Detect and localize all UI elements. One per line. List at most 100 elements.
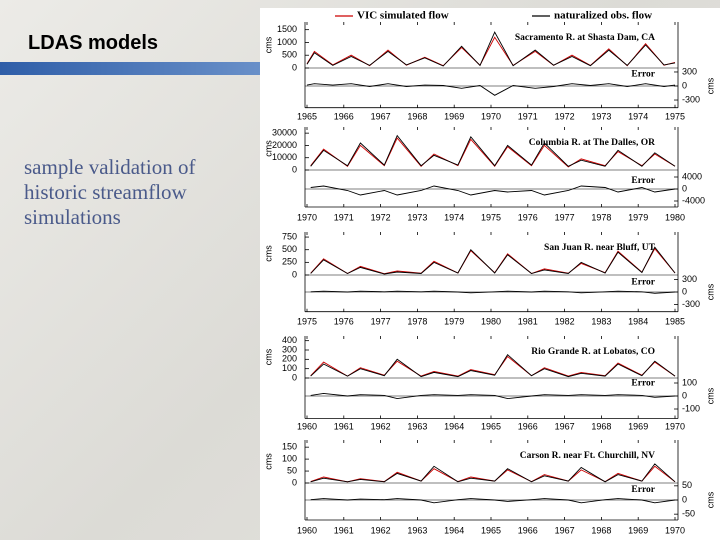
x-tick-label: 1970 (297, 212, 317, 222)
x-tick-label: 1965 (297, 111, 317, 121)
y-tick-label: 1500 (277, 24, 297, 34)
legend-label: naturalized obs. flow (554, 10, 652, 22)
flow-line (310, 463, 676, 483)
y-tick-label: 20000 (272, 140, 297, 150)
error-line (310, 185, 676, 196)
panel-title: Rio Grande R. at Lobatos, CO (531, 347, 655, 357)
x-tick-label: 1969 (628, 421, 648, 431)
x-tick-label: 1977 (371, 316, 391, 326)
y-tick-label: 200 (282, 354, 297, 364)
error-line (310, 290, 676, 294)
panel-title: Columbia R. at The Dalles, OR (529, 138, 655, 148)
y-tick-label: 30000 (272, 128, 297, 138)
x-tick-label: 1961 (334, 525, 354, 535)
y2-tick-label: 0 (682, 390, 687, 400)
legend-label: VIC simulated flow (357, 10, 449, 22)
y-tick-label: 100 (282, 363, 297, 373)
y-tick-label: 150 (282, 442, 297, 452)
y-tick-label: 0 (292, 372, 297, 382)
x-tick-label: 1968 (407, 111, 427, 121)
x-tick-label: 1976 (334, 316, 354, 326)
x-tick-label: 1970 (481, 111, 501, 121)
y-tick-label: 0 (292, 164, 297, 174)
y-tick-label: 100 (282, 453, 297, 463)
x-tick-label: 1962 (371, 525, 391, 535)
x-tick-label: 1975 (665, 111, 685, 121)
error-label: Error (631, 277, 655, 287)
x-tick-label: 1973 (591, 111, 611, 121)
figure-background (260, 8, 720, 540)
x-tick-label: 1970 (665, 525, 685, 535)
flow-line (310, 246, 676, 275)
x-tick-label: 1967 (555, 525, 575, 535)
x-tick-label: 1967 (371, 111, 391, 121)
y2-tick-label: -100 (682, 403, 700, 413)
error-label: Error (631, 176, 655, 186)
y-tick-label: 1000 (277, 37, 297, 47)
flow-line (310, 354, 676, 378)
x-tick-label: 1979 (628, 212, 648, 222)
x-tick-label: 1973 (407, 212, 427, 222)
x-tick-label: 1974 (628, 111, 648, 121)
x-tick-label: 1978 (591, 212, 611, 222)
panel-title: Sacramento R. at Shasta Dam, CA (515, 33, 655, 43)
y2-tick-label: -50 (682, 509, 695, 519)
y2-axis-label: cms (705, 283, 715, 300)
x-tick-label: 1963 (407, 525, 427, 535)
y-tick-label: 500 (282, 244, 297, 254)
error-line (310, 498, 676, 504)
flow-line (306, 31, 676, 67)
y-tick-label: 0 (292, 269, 297, 279)
x-tick-label: 1972 (371, 212, 391, 222)
x-tick-label: 1974 (444, 212, 464, 222)
x-tick-label: 1984 (628, 316, 648, 326)
y2-tick-label: -300 (682, 94, 700, 104)
y-axis-label: cms (263, 36, 273, 53)
x-tick-label: 1977 (555, 212, 575, 222)
y2-tick-label: 4000 (682, 171, 702, 181)
y2-tick-label: 0 (682, 494, 687, 504)
y-tick-label: 0 (292, 62, 297, 72)
y-tick-label: 750 (282, 231, 297, 241)
error-label: Error (631, 69, 655, 79)
y-tick-label: 10000 (272, 152, 297, 162)
x-tick-label: 1969 (444, 111, 464, 121)
x-tick-label: 1965 (481, 421, 501, 431)
x-tick-label: 1980 (665, 212, 685, 222)
x-tick-label: 1976 (518, 212, 538, 222)
x-tick-label: 1967 (555, 421, 575, 431)
x-tick-label: 1968 (591, 525, 611, 535)
panel-title: Carson R. near Ft. Churchill, NV (520, 451, 655, 461)
x-tick-label: 1964 (444, 421, 464, 431)
x-tick-label: 1985 (665, 316, 685, 326)
x-tick-label: 1960 (297, 421, 317, 431)
x-tick-label: 1978 (407, 316, 427, 326)
x-tick-label: 1965 (481, 525, 501, 535)
x-tick-label: 1963 (407, 421, 427, 431)
slide-text: sample validation of historic streamflow… (24, 155, 196, 229)
y-tick-label: 500 (282, 50, 297, 60)
y-tick-label: 300 (282, 344, 297, 354)
error-label: Error (631, 485, 655, 495)
x-tick-label: 1975 (481, 212, 501, 222)
x-tick-label: 1966 (334, 111, 354, 121)
y-tick-label: 50 (287, 465, 297, 475)
y2-tick-label: 0 (682, 286, 687, 296)
error-label: Error (631, 379, 655, 389)
x-tick-label: 1970 (665, 421, 685, 431)
x-tick-label: 1971 (518, 111, 538, 121)
y-tick-label: 0 (292, 477, 297, 487)
x-tick-label: 1966 (518, 421, 538, 431)
x-tick-label: 1980 (481, 316, 501, 326)
y2-axis-label: cms (705, 387, 715, 404)
y-axis-label: cms (263, 348, 273, 365)
x-tick-label: 1975 (297, 316, 317, 326)
x-tick-label: 1961 (334, 421, 354, 431)
flow-line (310, 134, 676, 167)
y-axis-label: cms (263, 453, 273, 470)
x-tick-label: 1968 (591, 421, 611, 431)
y2-tick-label: 300 (682, 66, 697, 76)
slide-title: LDAS models (28, 32, 159, 54)
